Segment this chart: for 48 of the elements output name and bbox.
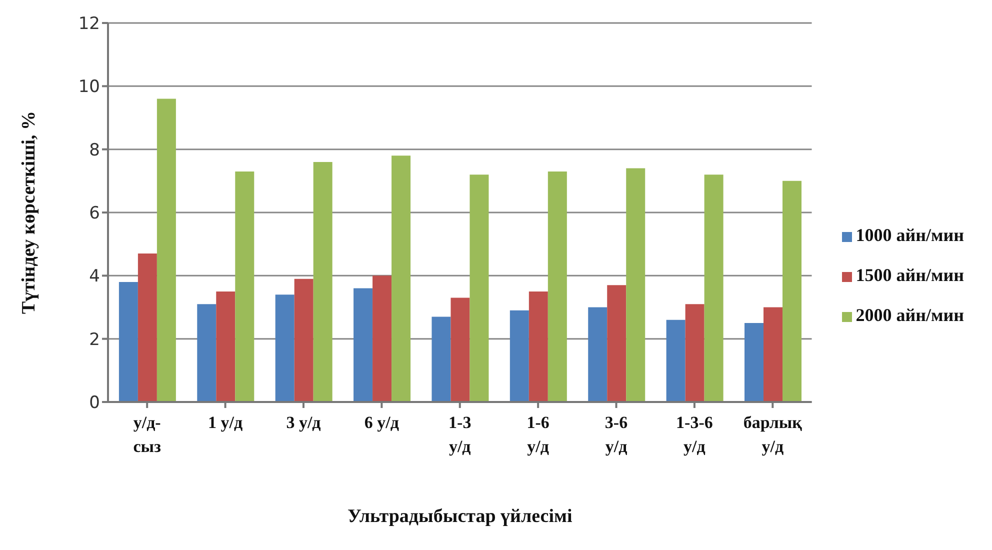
x-tick-label: 1 у/д (208, 413, 243, 432)
x-tick-label: у/д- сыз (133, 413, 162, 456)
bar (118, 282, 138, 402)
y-axis-title: Түтіндеу көрсеткіші, % (18, 110, 40, 314)
bar (392, 156, 411, 402)
legend-label: 1000 айн/мин (856, 225, 964, 245)
bar (197, 304, 216, 402)
bar (626, 168, 646, 402)
bar (528, 291, 548, 402)
x-tick-label: 1-3-6 у/д (676, 413, 713, 456)
bar (156, 98, 176, 402)
y-tick-label: 10 (78, 77, 100, 98)
bar (138, 254, 157, 402)
x-tick-label: 3-6 у/д (604, 413, 628, 456)
x-tick-label: 1-6 у/д (526, 413, 550, 456)
legend-label: 2000 айн/мин (856, 305, 964, 325)
bar (588, 307, 608, 402)
bar (294, 278, 314, 402)
bar (313, 162, 332, 402)
bar (666, 320, 686, 402)
y-tick-label: 2 (89, 330, 100, 350)
bar (450, 298, 470, 402)
bar (470, 174, 489, 402)
bar (235, 171, 254, 402)
y-tick-label: 4 (89, 266, 100, 287)
bar (744, 323, 764, 402)
legend-label: 1500 айн/мин (856, 265, 964, 285)
bar (548, 171, 567, 402)
bar (704, 174, 724, 402)
bar (372, 276, 392, 402)
x-tick-label: барлық у/д (743, 413, 802, 456)
bar (275, 294, 294, 402)
bar (354, 288, 373, 402)
x-tick-label: 1-3 у/д (448, 413, 472, 456)
bar (607, 285, 626, 402)
x-tick-label: 3 у/д (286, 413, 322, 432)
bar (510, 310, 529, 402)
bar (782, 180, 802, 402)
x-tick-label: 6 у/д (364, 413, 400, 432)
y-tick-label: 0 (89, 393, 100, 414)
y-tick-label: 8 (89, 140, 100, 160)
bar (685, 304, 704, 402)
bar (216, 291, 236, 402)
bar (432, 316, 451, 402)
x-axis-title: Ультрадыбыстар үйлесімі (348, 506, 572, 527)
bar (764, 307, 783, 402)
y-tick-label: 12 (78, 14, 100, 34)
y-tick-label: 6 (89, 204, 100, 224)
